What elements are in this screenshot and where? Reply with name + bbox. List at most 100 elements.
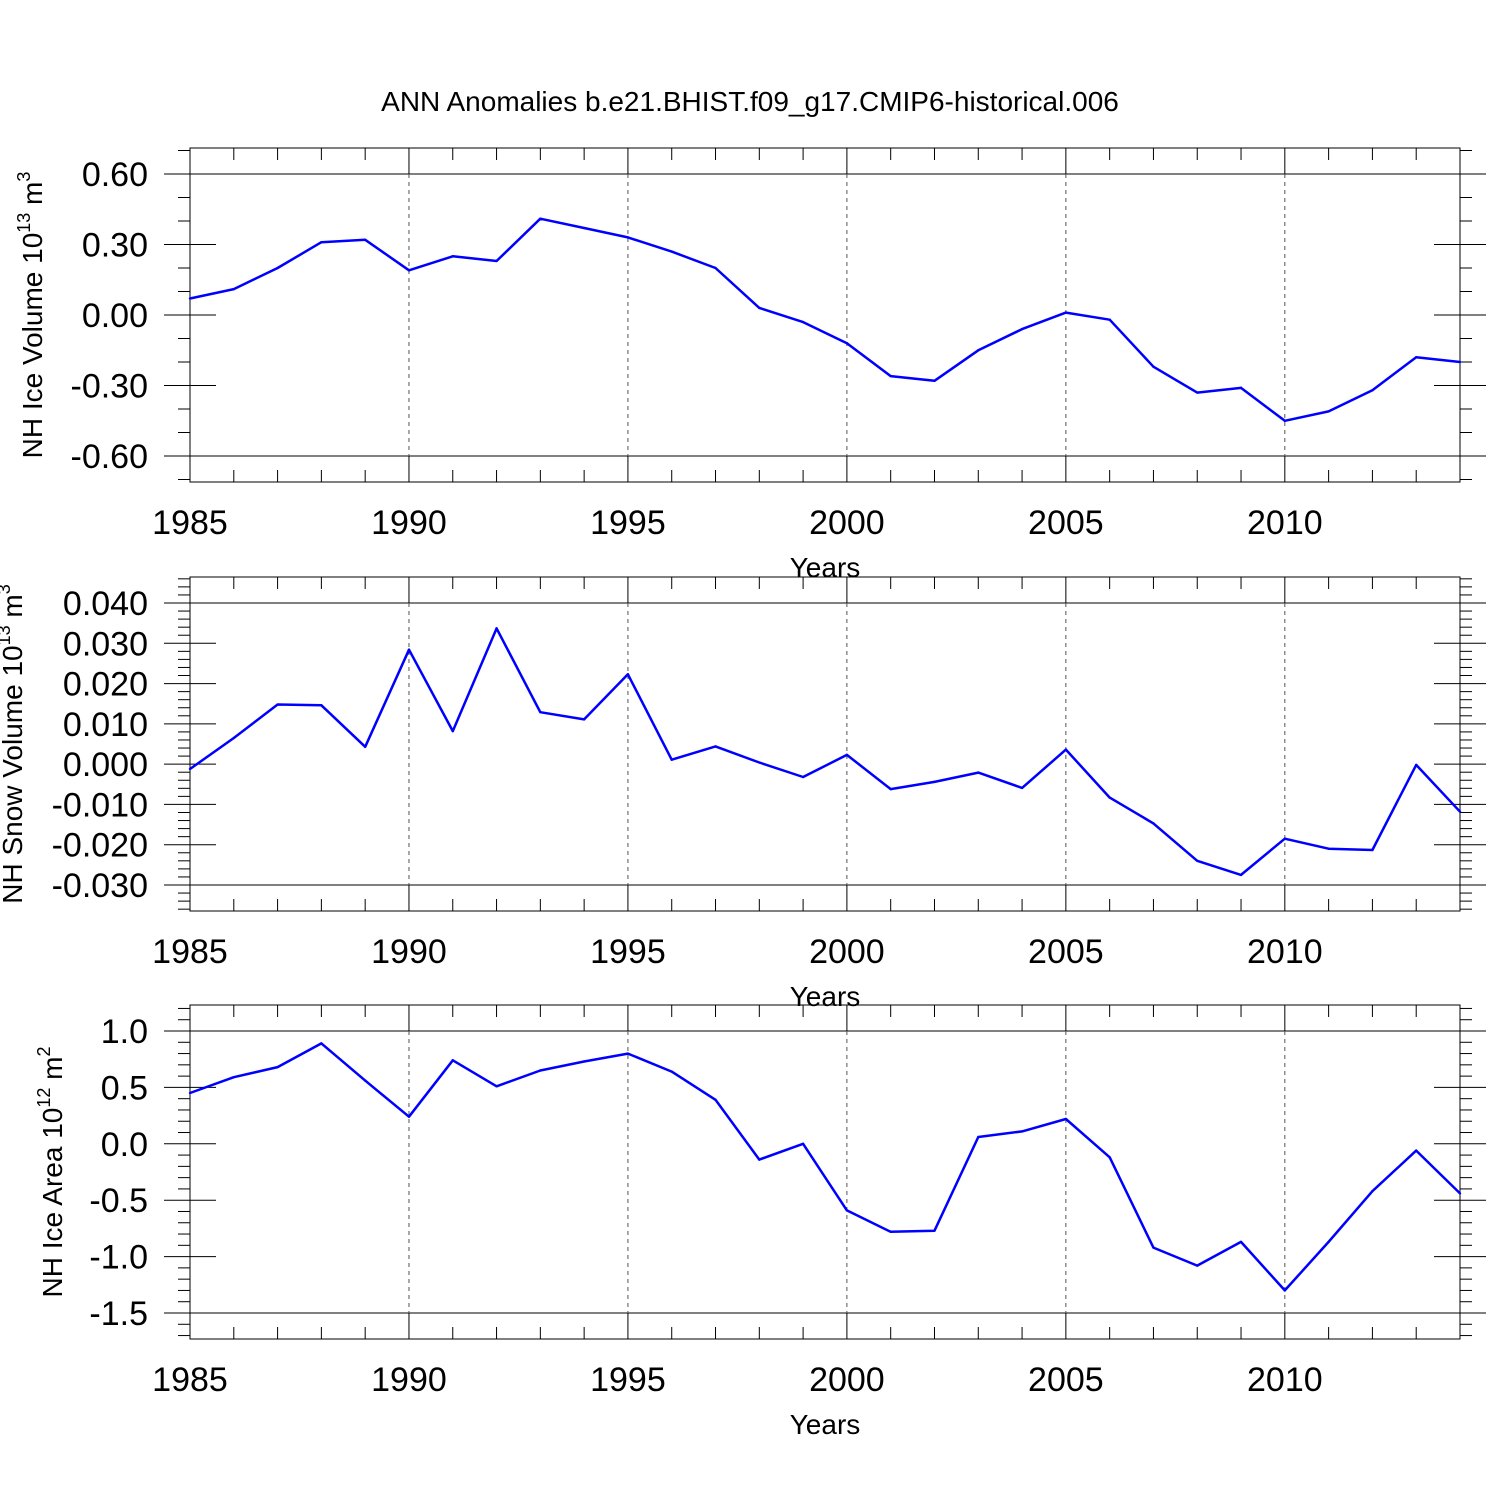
y-axis-label-unit: m bbox=[17, 182, 48, 213]
x-tick-label: 2010 bbox=[1247, 933, 1323, 971]
data-point bbox=[1327, 1240, 1330, 1244]
x-tick-label: 1990 bbox=[371, 933, 447, 971]
data-point bbox=[451, 1059, 454, 1062]
data-point bbox=[933, 379, 936, 382]
data-point bbox=[1239, 873, 1243, 877]
data-point bbox=[758, 761, 761, 764]
data-point bbox=[1020, 327, 1024, 331]
plot-frame bbox=[189, 147, 1461, 483]
y-axis-label-unit: m bbox=[37, 1057, 68, 1088]
y-axis-label-unit: m bbox=[0, 594, 28, 625]
data-point bbox=[320, 1042, 323, 1045]
x-axis-label: Years bbox=[790, 981, 861, 1012]
data-point bbox=[539, 1069, 542, 1072]
data-point bbox=[1196, 1264, 1199, 1267]
data-point bbox=[670, 250, 673, 253]
y-tick-label: -0.010 bbox=[52, 786, 148, 824]
y-tick-label: -1.0 bbox=[89, 1239, 148, 1277]
y-axis-label-text: NH Snow Volume 10 bbox=[0, 645, 28, 903]
data-point bbox=[232, 736, 235, 740]
series-line bbox=[189, 627, 1461, 877]
y-tick-label: -0.030 bbox=[52, 867, 148, 905]
y-tick-label: -0.30 bbox=[71, 368, 149, 406]
data-point bbox=[1415, 763, 1418, 767]
x-tick-label: 2005 bbox=[1028, 933, 1104, 971]
y-axis-label-exponent: 12 bbox=[34, 1088, 54, 1108]
x-tick-label: 1985 bbox=[152, 933, 228, 971]
data-point bbox=[1108, 1156, 1111, 1159]
data-point bbox=[407, 269, 411, 272]
x-tick-label: 1995 bbox=[590, 1361, 666, 1399]
data-point bbox=[714, 745, 717, 748]
data-point bbox=[977, 771, 980, 774]
data-point bbox=[539, 710, 542, 714]
data-point bbox=[845, 342, 849, 345]
y-tick-label: 0.30 bbox=[82, 227, 148, 265]
data-point bbox=[1327, 847, 1330, 850]
y-axis-label-unit-exponent: 3 bbox=[14, 172, 34, 182]
y-tick-label: 0.000 bbox=[63, 746, 148, 784]
y-axis-label: NH Ice Area 1012 m2 bbox=[34, 1046, 68, 1297]
y-tick-label: 0.030 bbox=[63, 625, 148, 663]
x-tick-label: 1995 bbox=[590, 933, 666, 971]
data-point bbox=[1371, 389, 1374, 392]
data-point bbox=[407, 1115, 411, 1118]
y-axis-label-unit-exponent: 3 bbox=[0, 584, 14, 594]
y-tick-label: -0.60 bbox=[71, 438, 149, 476]
y-axis-label-unit-exponent: 2 bbox=[34, 1046, 54, 1056]
panel-1: 1985 1990 1995 2000 2005 2010 Years -0.60 -0.30 0… bbox=[14, 147, 1486, 583]
data-point bbox=[714, 1098, 717, 1102]
data-point bbox=[933, 780, 936, 784]
data-point bbox=[1152, 1246, 1155, 1249]
data-point bbox=[320, 240, 323, 244]
y-tick-label: -1.5 bbox=[89, 1295, 148, 1333]
data-point bbox=[1020, 1130, 1024, 1133]
data-point bbox=[1458, 1192, 1462, 1195]
data-point bbox=[320, 704, 323, 707]
data-point bbox=[539, 217, 542, 220]
x-tick-label: 2000 bbox=[809, 933, 885, 971]
x-tick-label: 1995 bbox=[590, 504, 666, 542]
data-point bbox=[232, 287, 235, 291]
data-point bbox=[1283, 419, 1287, 422]
plot-frame bbox=[189, 576, 1461, 912]
data-point bbox=[1108, 796, 1111, 799]
data-point bbox=[1371, 1189, 1374, 1193]
data-point bbox=[758, 306, 761, 310]
data-point bbox=[801, 320, 805, 324]
data-point bbox=[363, 745, 367, 749]
data-point bbox=[889, 1230, 892, 1233]
figure-title: ANN Anomalies b.e21.BHIST.f09_g17.CMIP6-… bbox=[381, 86, 1119, 117]
plot-frame bbox=[189, 1004, 1461, 1340]
data-point bbox=[1458, 360, 1462, 364]
data-point bbox=[1415, 356, 1418, 359]
data-point bbox=[977, 1135, 980, 1139]
data-point bbox=[1152, 822, 1155, 825]
data-point bbox=[276, 703, 279, 706]
data-point bbox=[670, 758, 673, 761]
data-point bbox=[407, 648, 411, 651]
panel-3: 1985 1990 1995 2000 2005 2010 Years -1.5 -1.0 -0.… bbox=[34, 1004, 1486, 1440]
y-tick-label: 0.020 bbox=[63, 666, 148, 704]
x-tick-label: 1985 bbox=[152, 504, 228, 542]
x-axis-label: Years bbox=[790, 552, 861, 583]
x-tick-label: 2000 bbox=[809, 1361, 885, 1399]
y-tick-label: 0.5 bbox=[101, 1069, 148, 1107]
data-point bbox=[451, 255, 454, 258]
data-point bbox=[1371, 848, 1374, 852]
y-tick-label: 0.010 bbox=[63, 706, 148, 744]
y-tick-label: -0.5 bbox=[89, 1182, 148, 1220]
data-point bbox=[1064, 748, 1068, 751]
data-point bbox=[582, 1060, 586, 1063]
data-point bbox=[582, 226, 586, 230]
data-point bbox=[1239, 1240, 1243, 1244]
data-point bbox=[1239, 386, 1243, 390]
series-line bbox=[189, 217, 1461, 423]
data-point bbox=[758, 1158, 761, 1161]
data-point bbox=[276, 266, 279, 270]
data-point bbox=[451, 729, 454, 733]
y-tick-label: 0.60 bbox=[82, 156, 148, 194]
x-tick-label: 2005 bbox=[1028, 1361, 1104, 1399]
y-axis-label-text: NH Ice Volume 10 bbox=[17, 233, 48, 459]
series-line bbox=[189, 1042, 1461, 1292]
